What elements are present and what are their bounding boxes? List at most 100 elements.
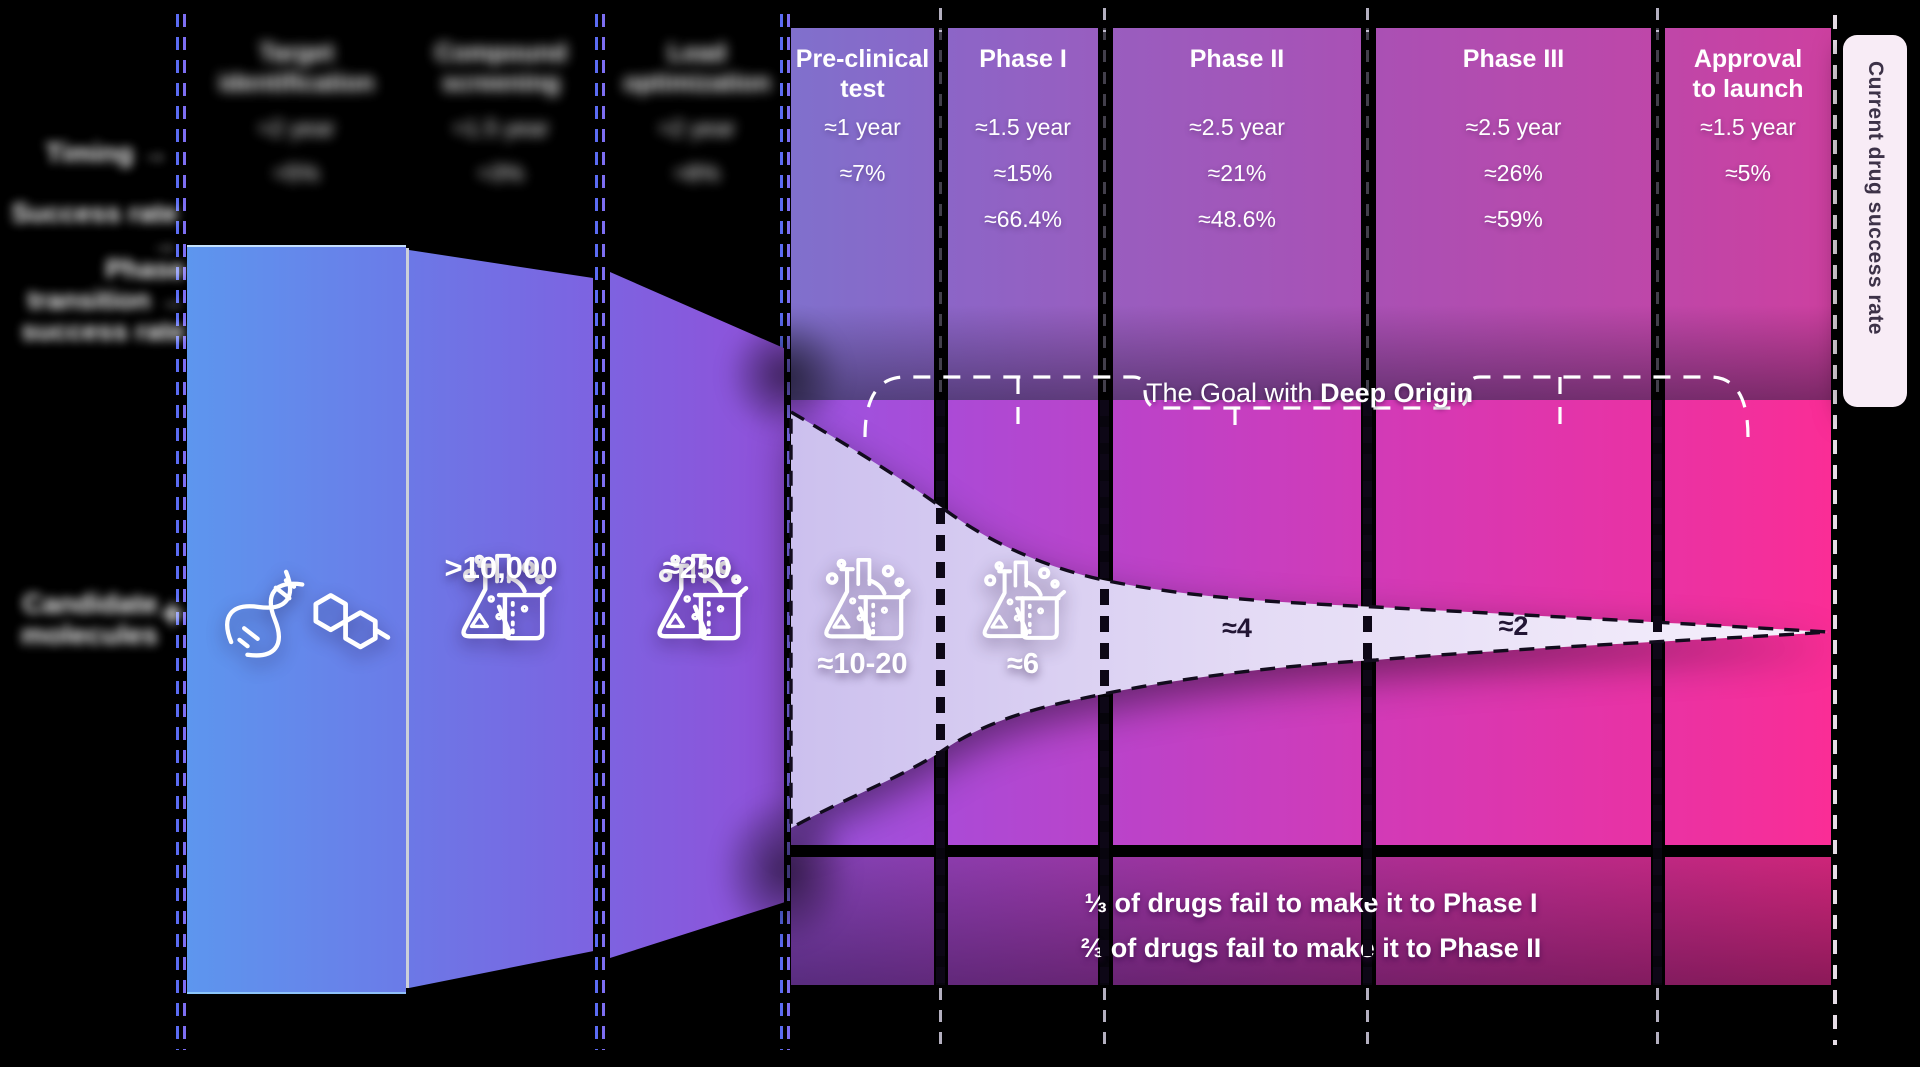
funnel-wedge: [789, 409, 1829, 831]
column-title: Phase III: [1376, 44, 1651, 74]
separator-tick-top: [1366, 8, 1369, 32]
pct2-value: ≈59%: [1484, 206, 1543, 232]
separator-tick-bottom: [939, 988, 942, 1046]
pct-value: ≈7%: [839, 160, 886, 186]
separator-dashed-col3-col4: [780, 14, 790, 1050]
pct-value: ≈5%: [1725, 160, 1771, 186]
footer-note-phase1: ⅓ of drugs fail to make it to Phase I: [1084, 888, 1538, 918]
separator-tick-bottom: [1366, 988, 1369, 1046]
column-title: Phase II: [1113, 44, 1361, 74]
separator-tick-bottom: [1103, 988, 1106, 1046]
strip-phase-2: [1113, 857, 1361, 985]
funnel-shadow-top: [700, 290, 870, 460]
column-title: Compound screening: [409, 38, 593, 98]
title-line2: optimization: [623, 69, 771, 97]
pct2-value: ≈66.4%: [984, 206, 1062, 232]
separator-tick-bottom: [1656, 988, 1659, 1046]
title-line2: identification: [218, 69, 375, 97]
title-line1: Lead: [667, 39, 727, 67]
duration-value: ≈2.5 year: [1465, 114, 1562, 140]
pct-value: ≈8%: [674, 160, 720, 186]
duration-value: ≈2 year: [258, 115, 335, 141]
axis-label-molecules: Candidate molecules: [0, 588, 158, 650]
column-title: Approval to launch: [1665, 44, 1831, 104]
funnel-count-preclinical: ≈10-20: [817, 648, 908, 680]
pct-value: ≈3%: [478, 160, 524, 186]
separator-dashed-header-gap: [1656, 28, 1659, 400]
separator-dashed-dark: [1363, 400, 1372, 985]
axis-label-molecules-line2: molecules: [21, 619, 158, 650]
axis-label-phase-success-line1: Phase transition →: [27, 254, 185, 315]
axis-label-timing-text: Timing →: [45, 138, 168, 168]
separator-dashed-dark: [1100, 400, 1109, 985]
flask-icon: [638, 548, 756, 653]
footer-note-phase2: ⅔ of drugs fail to make it to Phase II: [1080, 933, 1542, 963]
axis-label-timing: Timing →: [0, 138, 168, 169]
title-line1: Phase I: [979, 45, 1067, 73]
goal-bracket: [863, 375, 1750, 438]
axis-label-phase-success-line2: success rate: [21, 316, 185, 346]
funnel-count-phase-1: ≈6: [1006, 648, 1040, 680]
side-tab-label: Current drug success rate: [1864, 61, 1887, 335]
separator-dashed-col2-col3: [595, 14, 605, 1050]
title-line1: Target: [259, 39, 334, 67]
column-title: Lead optimization: [610, 38, 784, 98]
separator-tick-top: [1103, 8, 1106, 32]
separator-dashed-dark: [936, 400, 945, 985]
side-tab-success-rate: Current drug success rate: [1843, 35, 1907, 407]
axis-label-success-rate: Success rate →: [0, 198, 178, 260]
goal-banner-brand: Deep Origin: [1320, 378, 1474, 408]
duration-value: ≈2.5 year: [1189, 114, 1285, 140]
column-title: Pre-clinical test: [791, 44, 934, 104]
duration-value: ≈1.5 year: [1700, 114, 1796, 140]
column-leadopt-header: Lead optimization ≈2 year ≈8%: [610, 38, 784, 208]
duration-value: ≈1.5 year: [975, 114, 1071, 140]
separator-dashed-left-edge: [176, 14, 186, 1050]
duration-value: ≈1.5 year: [453, 115, 549, 141]
header-phase-2: Phase II ≈2.5 year ≈21% ≈48.6%: [1113, 28, 1361, 400]
axis-label-phase-success: Phase transition → success rate: [0, 254, 185, 347]
separator-line-col1-col2: [406, 248, 409, 988]
separator-tick-top: [1656, 8, 1659, 32]
funnel-count-leadopt: ≈250: [662, 550, 732, 585]
goal-banner: The Goal with Deep Origin: [1146, 378, 1473, 409]
funnel-count-phase-3: ≈2: [1498, 611, 1529, 641]
dna-molecule-icon: [205, 565, 405, 670]
pct-value: ≈5%: [273, 160, 320, 186]
funnel-count-phase-2: ≈4: [1222, 613, 1252, 643]
separator-dashed-right-edge: [1833, 15, 1837, 1045]
title-line2: screening: [441, 69, 561, 97]
pct-value: ≈21%: [1207, 160, 1267, 186]
separator-tick-top: [939, 8, 942, 32]
header-approval: Approval to launch ≈1.5 year ≈5%: [1665, 28, 1831, 400]
strip-phase-1: [948, 857, 1098, 985]
separator-dashed-header-gap: [1103, 28, 1106, 400]
title-line2: test: [840, 75, 885, 103]
flask-icon: [806, 552, 918, 653]
header-phase-1: Phase I ≈1.5 year ≈15% ≈66.4%: [948, 28, 1098, 400]
title-line1: Phase III: [1462, 45, 1565, 73]
panel-approval: [1665, 400, 1831, 845]
column-title: Phase I: [948, 44, 1098, 74]
flask-icon: [442, 548, 560, 653]
pct2-value: ≈48.6%: [1198, 206, 1276, 232]
pct-value: ≈15%: [993, 160, 1053, 186]
duration-value: ≈2 year: [658, 115, 736, 141]
header-phase-3: Phase III ≈2.5 year ≈26% ≈59%: [1376, 28, 1651, 400]
separator-dashed-header-gap: [1366, 28, 1369, 400]
axis-label-molecules-line1: Candidate: [22, 588, 158, 619]
goal-banner-prefix: The Goal with: [1146, 378, 1321, 408]
column-title: Target identification: [187, 38, 406, 98]
strip-phase-3: [1376, 857, 1651, 985]
plus-symbol: +: [160, 590, 185, 637]
column-target-header: Target identification ≈2 year ≈5%: [187, 38, 406, 208]
separator-dashed-dark: [1653, 400, 1662, 985]
title-line1: Phase II: [1189, 45, 1285, 73]
plus-icon: +: [160, 593, 210, 635]
title-line1: Approval: [1693, 45, 1803, 73]
pct-value: ≈26%: [1484, 160, 1543, 186]
strip-approval: [1665, 857, 1831, 985]
separator-dashed-header-gap: [939, 28, 942, 400]
title-line2: to launch: [1692, 75, 1804, 103]
